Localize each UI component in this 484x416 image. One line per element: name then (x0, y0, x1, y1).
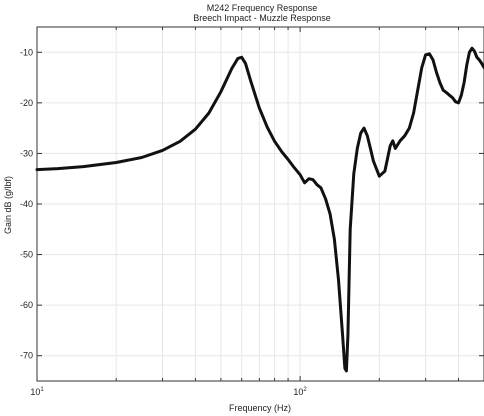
y-tick-label: -10 (20, 47, 33, 57)
x-tick-label: 101 (30, 387, 44, 397)
x-axis-label: Frequency (Hz) (229, 403, 291, 413)
x-tick-label: 102 (293, 387, 307, 397)
tick-layer: -10 -20 -30 -40 -50 -60 -70 101 102 (20, 27, 484, 397)
y-tick-label: -30 (20, 148, 33, 158)
chart-title: M242 Frequency Response (207, 3, 318, 13)
y-axis-label: Gain dB (g/lbf) (3, 176, 13, 234)
y-tick-label: -20 (20, 98, 33, 108)
y-tick-label: -60 (20, 300, 33, 310)
grid-layer (37, 27, 484, 381)
y-tick-label: -40 (20, 199, 33, 209)
series-line (35, 46, 484, 373)
chart-subtitle: Breech Impact - Muzzle Response (193, 13, 331, 23)
y-tick-label: -70 (20, 351, 33, 361)
y-tick-label: -50 (20, 250, 33, 260)
